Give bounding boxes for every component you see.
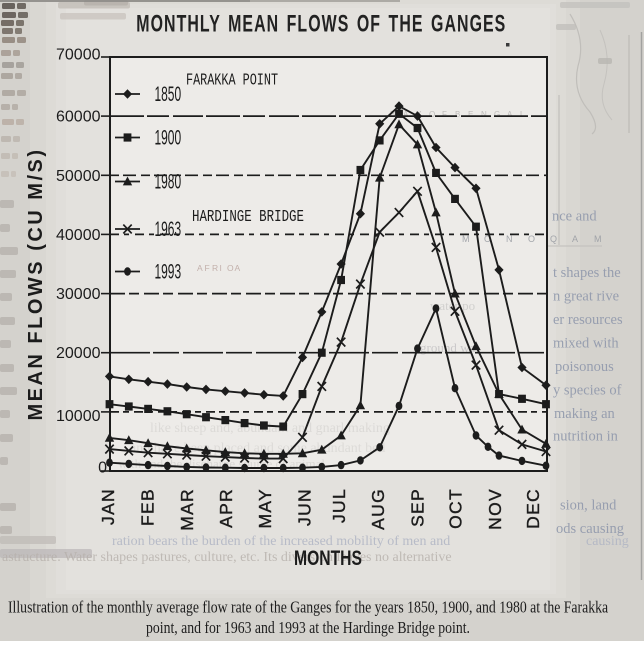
- svg-text:y species of: y species of: [553, 383, 622, 399]
- svg-text:E: E: [468, 110, 473, 119]
- svg-text:1963: 1963: [155, 218, 182, 241]
- svg-text:1993: 1993: [155, 260, 182, 283]
- svg-text:DEC: DEC: [523, 488, 543, 529]
- svg-text:N: N: [481, 110, 487, 119]
- svg-text:20000: 20000: [56, 345, 101, 362]
- svg-text:MEAN FLOWS (CU M/S): MEAN FLOWS (CU M/S): [25, 147, 47, 420]
- svg-text:0: 0: [98, 460, 107, 477]
- svg-text:astructure. Water shapes pastu: astructure. Water shapes pastures, cultu…: [2, 550, 452, 565]
- svg-text:AUG: AUG: [368, 488, 388, 530]
- svg-text:HARDINGE BRIDGE: HARDINGE BRIDGE: [192, 209, 304, 227]
- svg-text:FARAKKA POINT: FARAKKA POINT: [186, 72, 278, 90]
- svg-text:ods causing: ods causing: [556, 521, 624, 537]
- svg-text:I: I: [220, 263, 222, 273]
- svg-text:n great rive: n great rive: [553, 289, 619, 305]
- svg-text:NOV: NOV: [485, 488, 505, 530]
- svg-text:30000: 30000: [56, 286, 101, 303]
- svg-text:Q: Q: [550, 234, 557, 244]
- svg-text:L: L: [520, 110, 525, 119]
- svg-text:60000: 60000: [56, 109, 101, 126]
- svg-text:er resources: er resources: [553, 312, 623, 328]
- svg-text:A: A: [403, 110, 409, 119]
- svg-text:making an: making an: [554, 406, 616, 422]
- svg-text:O: O: [429, 110, 435, 119]
- svg-text:M: M: [594, 234, 602, 244]
- svg-text:N: N: [506, 234, 513, 244]
- svg-text:1850: 1850: [155, 83, 182, 106]
- svg-text:A: A: [197, 263, 203, 273]
- svg-text:Illustration of the monthly av: Illustration of the monthly average flow…: [8, 598, 608, 617]
- svg-text:JUN: JUN: [295, 488, 315, 526]
- svg-text:ration bears the burden of the: ration bears the burden of the increased…: [112, 534, 450, 549]
- svg-text:B: B: [455, 110, 460, 119]
- svg-text:F: F: [442, 110, 447, 119]
- svg-text:mixed with: mixed with: [553, 336, 619, 352]
- svg-text:40000: 40000: [56, 227, 101, 244]
- svg-text:OCT: OCT: [446, 488, 466, 529]
- svg-text:A: A: [235, 263, 241, 273]
- svg-text:MAY: MAY: [255, 488, 275, 529]
- svg-text:SEP: SEP: [408, 488, 428, 527]
- svg-text:O: O: [528, 234, 535, 244]
- svg-text:like sheep and, abundant and g: like sheep and, abundant and gnarl makin…: [150, 421, 390, 436]
- svg-text:50000: 50000: [56, 168, 101, 185]
- svg-text:O: O: [227, 263, 234, 273]
- svg-text:A: A: [572, 234, 578, 244]
- svg-text:1980: 1980: [155, 170, 182, 193]
- svg-text:t shapes the: t shapes the: [553, 265, 621, 281]
- svg-text:B: B: [390, 110, 395, 119]
- svg-text:1900: 1900: [155, 126, 182, 149]
- svg-text:FEB: FEB: [138, 488, 158, 526]
- svg-text:F: F: [205, 263, 210, 273]
- svg-text:sion, land: sion, land: [560, 498, 617, 514]
- svg-text:R: R: [212, 263, 218, 273]
- svg-text:70000: 70000: [56, 47, 101, 64]
- svg-text:poisonous: poisonous: [555, 359, 614, 375]
- svg-text:O: O: [484, 234, 491, 244]
- svg-text:point, and for 1963 and 1993 a: point, and for 1963 and 1993 at the Hard…: [146, 619, 470, 638]
- svg-text:MAR: MAR: [177, 488, 197, 531]
- svg-text:APR: APR: [216, 488, 236, 528]
- svg-text:causing: causing: [586, 534, 629, 549]
- svg-text:G: G: [494, 110, 500, 119]
- svg-text:nce and: nce and: [552, 209, 597, 225]
- svg-text:MONTHLY MEAN FLOWS OF THE GANG: MONTHLY MEAN FLOWS OF THE GANGES: [136, 11, 506, 37]
- svg-text:nutrition in: nutrition in: [553, 429, 619, 445]
- svg-text:M: M: [462, 234, 470, 244]
- svg-text:ground wa: ground wa: [420, 340, 475, 355]
- svg-text:JAN: JAN: [98, 488, 118, 525]
- svg-text:JUL: JUL: [329, 488, 349, 523]
- svg-text:10000: 10000: [56, 408, 101, 425]
- svg-text:A: A: [507, 110, 513, 119]
- svg-text:MONTHS: MONTHS: [294, 546, 362, 570]
